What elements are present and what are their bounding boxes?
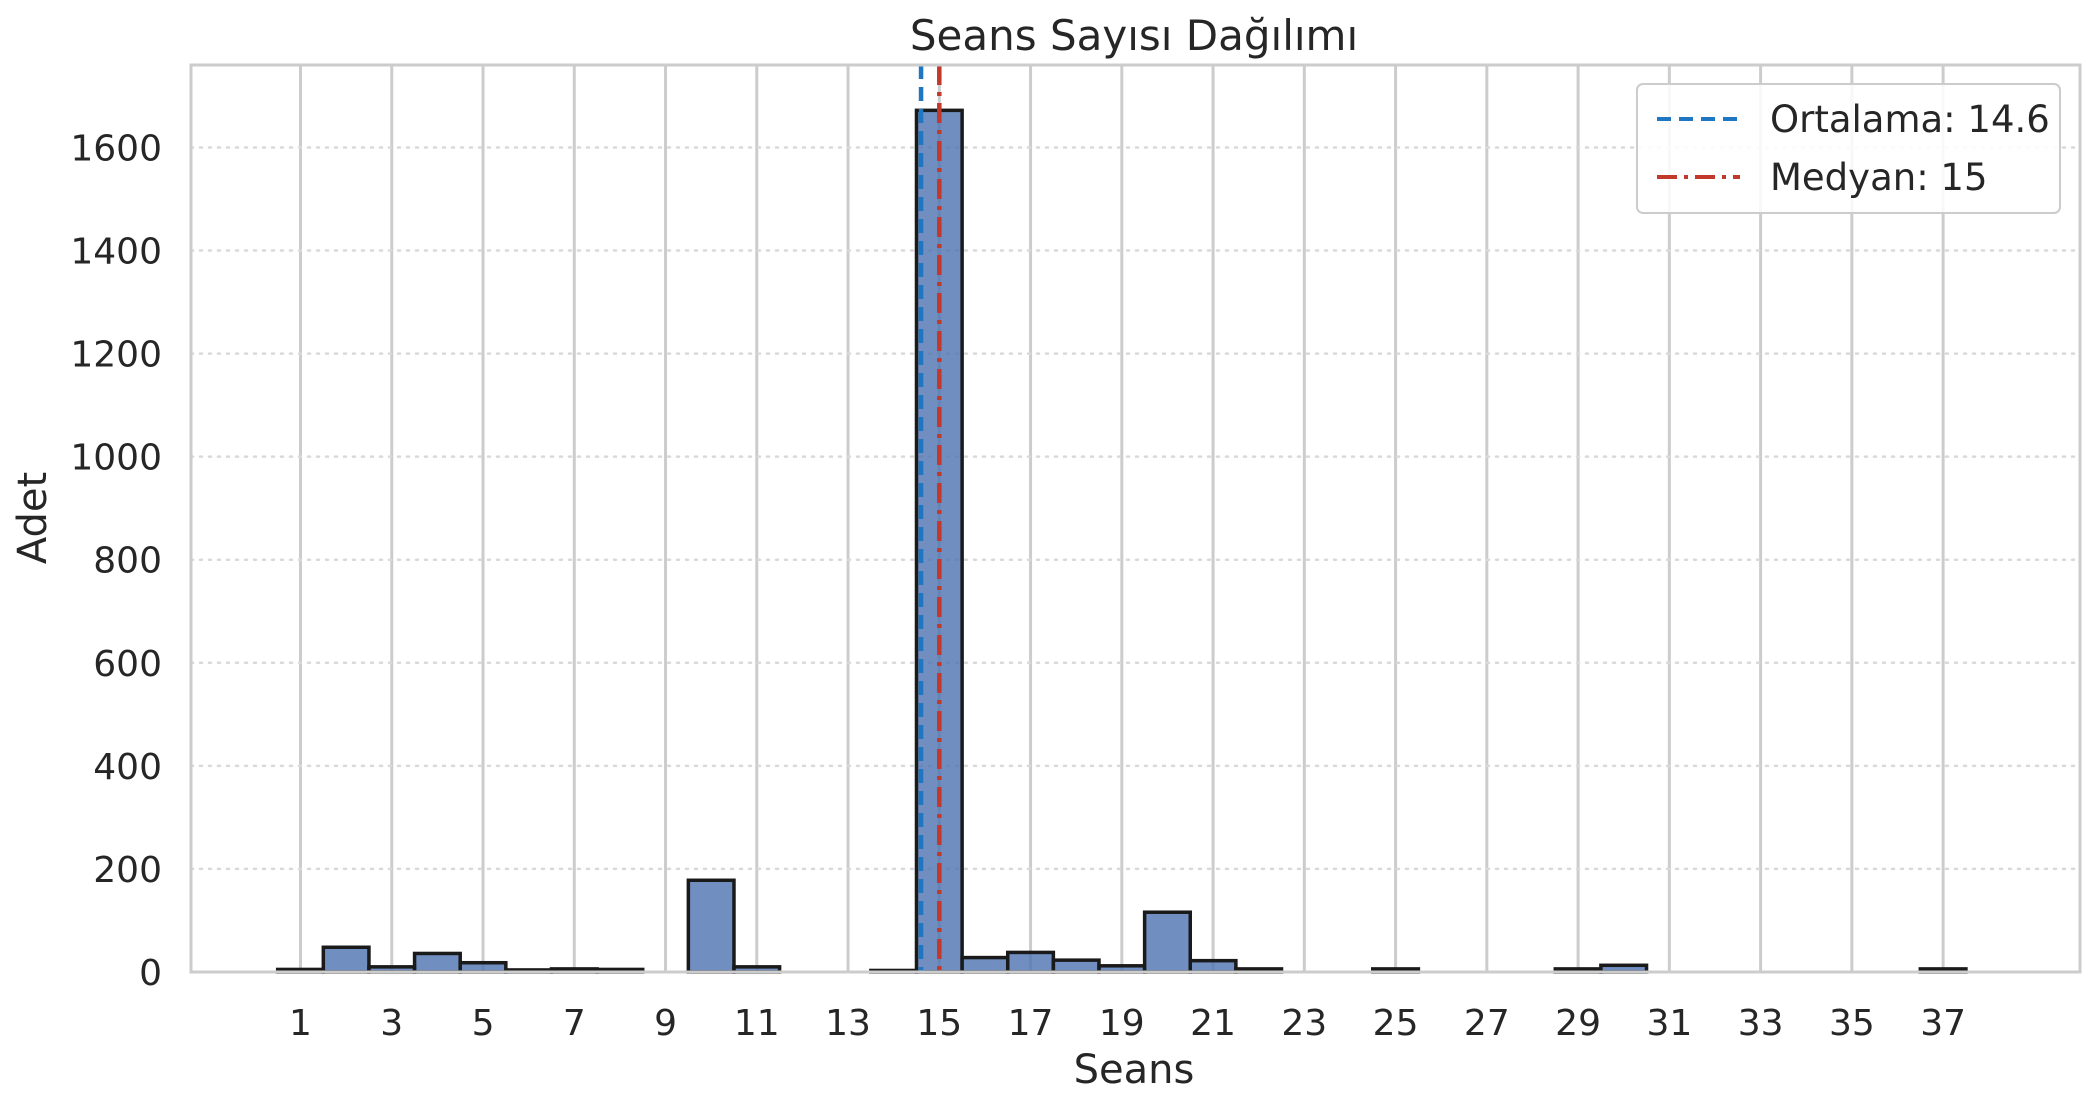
x-tick-label: 11 (734, 1003, 780, 1044)
histogram-bar (1188, 958, 1238, 974)
legend: Ortalama: 14.6 Medyan: 15 (1636, 83, 2061, 214)
x-axis-title: Seans (1074, 1047, 1195, 1093)
y-tick-label: 0 (139, 953, 162, 994)
y-tick-label: 800 (93, 541, 162, 582)
legend-median-label: Medyan: 15 (1770, 156, 1988, 199)
x-tick-label: 1 (289, 1003, 312, 1044)
histogram-bar (686, 878, 736, 974)
x-tick-label: 29 (1555, 1003, 1601, 1044)
x-tick-label: 5 (472, 1003, 495, 1044)
x-tick-label: 23 (1281, 1003, 1327, 1044)
y-tick-label: 1400 (70, 232, 162, 273)
y-axis-title: Adet (10, 472, 56, 564)
y-tick-label: 1200 (70, 335, 162, 376)
x-tick-label: 21 (1190, 1003, 1236, 1044)
histogram-bar (412, 951, 462, 974)
histogram-bar (1051, 958, 1101, 974)
chart-title: Seans Sayısı Dağılımı (910, 11, 1358, 60)
legend-mean-label: Ortalama: 14.6 (1770, 98, 2050, 141)
y-tick-labels: 0 200 400 600 800 1000 1200 1400 1600 (70, 128, 162, 994)
x-tick-label: 15 (916, 1003, 962, 1044)
x-tick-labels: 1 3 5 7 9 11 13 15 17 19 21 23 25 27 29 31 33 35 37 (289, 1003, 1966, 1044)
histogram-bar (1005, 950, 1056, 974)
reference-lines-layer (918, 65, 942, 972)
x-tick-label: 9 (654, 1003, 677, 1044)
legend-box (1636, 83, 2061, 214)
x-tick-label: 13 (825, 1003, 871, 1044)
plot-area-frame (189, 63, 2082, 974)
histogram-bar (321, 945, 371, 974)
x-tick-label: 17 (1008, 1003, 1054, 1044)
y-tick-label: 200 (93, 850, 162, 891)
y-tick-label: 400 (93, 747, 162, 788)
grid-layer (189, 65, 2082, 972)
x-tick-label: 37 (1920, 1003, 1966, 1044)
x-tick-label: 27 (1464, 1003, 1510, 1044)
x-tick-label: 33 (1738, 1003, 1784, 1044)
x-tick-label: 7 (563, 1003, 586, 1044)
histogram-bar (960, 955, 1010, 974)
x-tick-label: 35 (1829, 1003, 1875, 1044)
y-tick-label: 1600 (70, 128, 162, 169)
x-tick-label: 19 (1099, 1003, 1145, 1044)
y-tick-label: 1000 (70, 438, 162, 479)
histogram-bar (1142, 910, 1193, 974)
x-tick-label: 25 (1373, 1003, 1419, 1044)
y-tick-label: 600 (93, 644, 162, 685)
x-tick-label: 31 (1646, 1003, 1692, 1044)
x-tick-label: 3 (380, 1003, 403, 1044)
